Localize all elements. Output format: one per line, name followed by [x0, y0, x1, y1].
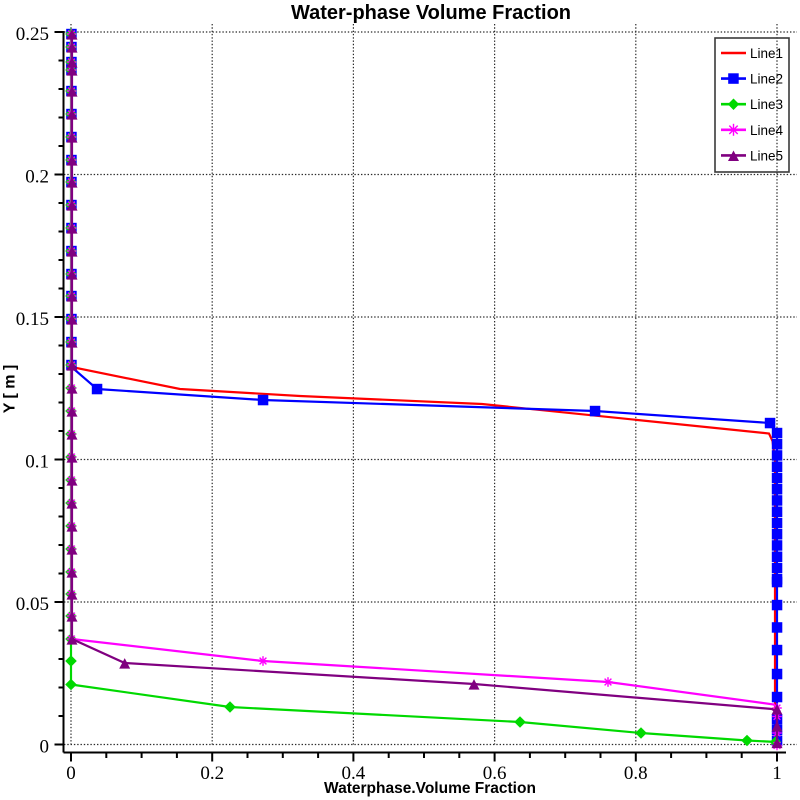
svg-text:0: 0	[40, 737, 50, 758]
svg-text:0.2: 0.2	[200, 763, 224, 784]
svg-text:Waterphase.Volume Fraction: Waterphase.Volume Fraction	[324, 780, 536, 797]
svg-text:0.6: 0.6	[483, 763, 507, 784]
svg-text:Line5: Line5	[750, 148, 783, 163]
svg-text:0.2: 0.2	[25, 167, 49, 188]
svg-text:Line2: Line2	[750, 72, 783, 87]
svg-text:Line4: Line4	[750, 123, 784, 138]
svg-text:0.4: 0.4	[342, 763, 366, 784]
svg-text:Line3: Line3	[750, 97, 783, 112]
svg-text:0: 0	[66, 763, 76, 784]
svg-text:Line1: Line1	[750, 46, 783, 61]
svg-text:0.05: 0.05	[16, 594, 49, 615]
svg-text:1: 1	[772, 763, 782, 784]
svg-text:0.8: 0.8	[624, 763, 648, 784]
svg-text:Water-phase Volume Fraction: Water-phase Volume Fraction	[291, 2, 571, 24]
svg-text:0.25: 0.25	[16, 24, 49, 45]
svg-text:0.15: 0.15	[16, 309, 49, 330]
svg-text:0.1: 0.1	[25, 452, 49, 473]
svg-text:Y [ m ]: Y [ m ]	[2, 365, 19, 414]
